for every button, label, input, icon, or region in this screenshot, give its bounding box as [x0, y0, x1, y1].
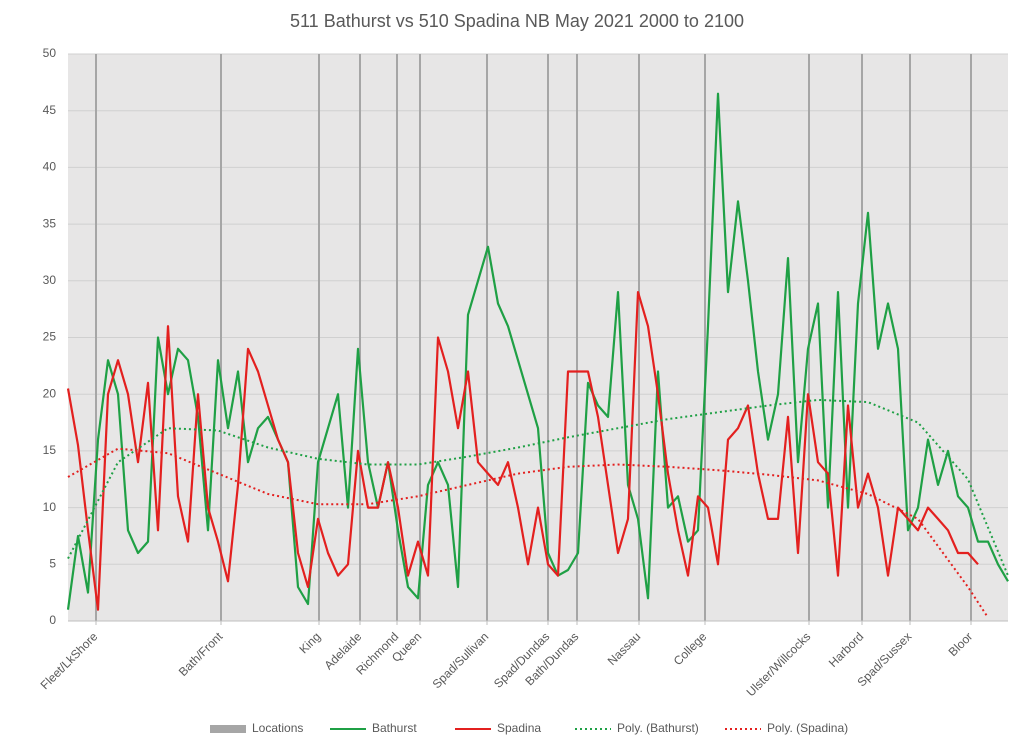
y-tick-label: 20 [43, 386, 57, 400]
location-bar [808, 54, 810, 621]
location-bar [95, 54, 97, 621]
y-tick-label: 45 [43, 103, 57, 117]
y-tick-label: 40 [43, 160, 57, 174]
y-tick-label: 15 [43, 443, 57, 457]
x-tick-label: Harbord [826, 629, 867, 670]
y-tick-label: 0 [49, 613, 56, 627]
location-bar [396, 54, 398, 621]
y-tick-label: 35 [43, 216, 57, 230]
location-bar [909, 54, 911, 621]
x-tick-label: Bath/Front [176, 629, 226, 679]
location-bar [638, 54, 640, 621]
legend-label: Poly. (Bathurst) [617, 721, 699, 735]
location-bar [359, 54, 361, 621]
y-tick-label: 5 [49, 556, 56, 570]
chart-title: 511 Bathurst vs 510 Spadina NB May 2021 … [290, 11, 744, 31]
location-bar [419, 54, 421, 621]
location-bar [547, 54, 549, 621]
x-tick-label: Spad/Sullivan [430, 629, 492, 691]
trend-line [67, 398, 1009, 576]
legend-swatch [210, 725, 246, 733]
location-bar [220, 54, 222, 621]
location-bar [486, 54, 488, 621]
y-tick-label: 30 [43, 273, 57, 287]
x-tick-label: Ulster/Willcocks [744, 629, 814, 699]
legend-label: Bathurst [372, 721, 417, 735]
series-line [66, 291, 979, 611]
x-tick-label: College [671, 629, 710, 668]
location-bar [861, 54, 863, 621]
legend-label: Spadina [497, 721, 541, 735]
y-tick-label: 10 [43, 500, 57, 514]
y-tick-label: 50 [43, 46, 57, 60]
location-bar [704, 54, 706, 621]
location-bar [318, 54, 320, 621]
legend-label: Poly. (Spadina) [767, 721, 848, 735]
location-bar [970, 54, 972, 621]
x-tick-label: King [296, 629, 323, 656]
legend-label: Locations [252, 721, 303, 735]
x-tick-label: Fleet/LkShore [38, 629, 101, 692]
y-tick-label: 25 [43, 330, 57, 344]
x-tick-label: Bloor [946, 629, 976, 659]
location-bar [576, 54, 578, 621]
trend-line [67, 447, 989, 619]
x-tick-label: Nassau [605, 629, 644, 668]
